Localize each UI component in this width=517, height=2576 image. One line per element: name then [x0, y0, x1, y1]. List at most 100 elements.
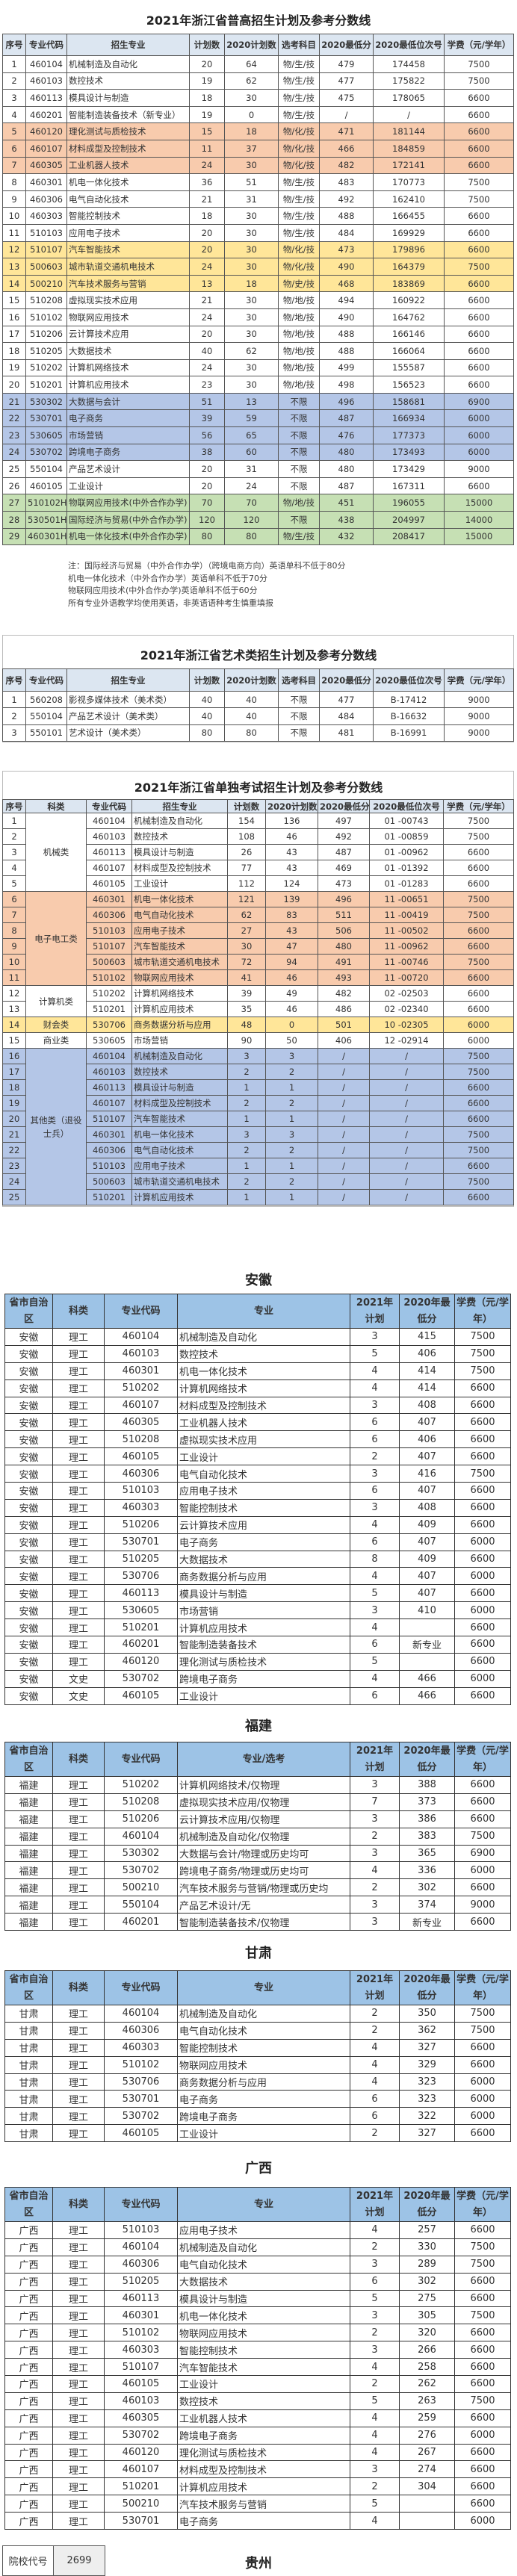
cell-fee: 6600 — [444, 105, 514, 124]
cell: 理工 — [52, 1601, 105, 1620]
cell: 6600 — [454, 1913, 511, 1931]
table-row: 14 500210 汽车技术服务与营销 13 18 物/史/技 468 183869 6600 — [2, 274, 514, 293]
cell: 汽车智能技术 — [177, 2358, 350, 2377]
province-title-guizhou: 贵州 — [245, 2556, 272, 2572]
cell: 理化测试与质检技术 — [177, 1652, 350, 1671]
cell: 510202 — [104, 1776, 178, 1794]
cell-plan: 23 — [189, 376, 225, 394]
cell: 510103 — [104, 2221, 178, 2239]
cell: 6 — [350, 1533, 400, 1551]
cell-min: 477 — [319, 72, 374, 90]
cell: 虚拟现实技术应用/仅物理 — [177, 1793, 350, 1811]
cell-code: 510102 — [86, 969, 132, 986]
cell-fee: 6600 — [444, 477, 514, 495]
cell: 6000 — [454, 2090, 511, 2108]
cell: 4 — [350, 1861, 400, 1880]
cell-name: 大数据与会计 — [66, 392, 190, 411]
cell-name: 理化测试与质检技术 — [66, 122, 190, 140]
cell-rank: 177373 — [373, 426, 445, 444]
cell-code: 460303 — [25, 207, 67, 225]
table-row: 27 510102H 物联网应用技术(中外合作办学) 70 70 物/地/技 451 1960… — [2, 494, 514, 512]
cell-subj: 物/化/技 — [278, 258, 320, 276]
cell: 计算机网络技术 — [177, 1379, 350, 1397]
cell: 460113 — [104, 1584, 178, 1603]
cell-min: 491 — [318, 954, 370, 970]
cell: 6 — [350, 1686, 400, 1705]
cell-fee: 6600 — [443, 844, 514, 860]
cell-rank: 11 -00962 — [369, 938, 444, 955]
cell-plan2020: 124 — [265, 875, 318, 892]
cell-subj: 物/生/技 — [278, 105, 320, 124]
cell: 大数据技术 — [177, 1550, 350, 1568]
cell: 6000 — [454, 2512, 511, 2530]
column-header: 学费（元/学年） — [454, 1970, 511, 2005]
cell: 323 — [399, 2073, 455, 2091]
cell-plan2020: 1 — [265, 1158, 318, 1174]
cell: 460105 — [104, 1447, 178, 1466]
cell: 理工 — [52, 1652, 105, 1671]
cell-fee: 15000 — [444, 494, 514, 512]
cell: 广西 — [4, 2426, 53, 2445]
cell-rank: B-16632 — [373, 707, 445, 725]
cell: 407 — [399, 1413, 455, 1432]
cell-rank: 170773 — [373, 173, 445, 191]
cell-fee: 7500 — [443, 891, 514, 907]
cell-min: / — [319, 105, 374, 124]
cell-rank: 208417 — [373, 527, 445, 546]
cell: 510205 — [104, 1550, 178, 1568]
cell-fee: 7500 — [443, 1126, 514, 1143]
cell-min: 480 — [318, 938, 370, 955]
cell: 460104 — [104, 1827, 178, 1846]
cell: 3 — [350, 1601, 400, 1620]
table-row: 28 530501H 国际经济与贸易(中外合作办学) 120 120 不限 438 20499… — [2, 511, 514, 529]
cell-subj: 物/生/技 — [278, 527, 320, 546]
cell: 跨境电子商务 — [177, 2107, 350, 2126]
cell: 6000 — [454, 2426, 511, 2445]
cell-plan: 77 — [227, 860, 266, 876]
column-header: 科类 — [52, 1742, 105, 1777]
table-row: 福建 理工 460104 机械制造及自动化/仅物理 2 383 7500 — [4, 1827, 511, 1846]
cell-subj: 不限 — [278, 477, 320, 495]
cell: 理工 — [52, 1344, 105, 1363]
cell-rank: 12 -02914 — [369, 1032, 444, 1049]
cell-name: 数控技术 — [131, 828, 228, 845]
cell: 理工 — [52, 2341, 105, 2359]
cell-name: 电气自动化技术 — [131, 907, 228, 923]
table-row: 3 460113 模具设计与制造 18 30 物/生/技 475 178065 6600 — [2, 89, 514, 107]
cell-plan: 121 — [227, 891, 266, 907]
cell-rank: 11 -00746 — [369, 954, 444, 970]
cell: 510206 — [104, 1810, 178, 1828]
column-header: 序号 — [2, 668, 26, 692]
table-row: 13 500603 城市轨道交通机电技术 24 30 物/化/技 490 164379 7500 — [2, 258, 514, 276]
cell: 460104 — [104, 2238, 178, 2256]
cell-min: 469 — [318, 860, 370, 876]
cell: 福建 — [4, 1896, 53, 1914]
cell: 智能控制技术 — [177, 1498, 350, 1517]
cell-name: 产品艺术设计（美术类） — [66, 707, 190, 725]
table-row: 29 460301H 机电一体化技术(中外合作办学) 80 80 物/生/技 432 2084… — [2, 527, 514, 546]
cell: 383 — [399, 1827, 455, 1846]
table-row: 24 530702 跨境电子商务 38 60 不限 480 173493 6000 — [2, 443, 514, 462]
cell-plan: 90 — [227, 1032, 266, 1049]
cell-fee: 9000 — [444, 707, 514, 725]
cell-no: 11 — [2, 969, 26, 986]
cell-code: 460104 — [86, 1048, 132, 1064]
cell: 理工 — [52, 1515, 105, 1534]
art-table: 序号 专业代码 招生专业 计划数 2020计划数 选考科目 2020最低分 2020最低位次号… — [2, 668, 514, 742]
cell: 电气自动化技术 — [177, 2021, 350, 2040]
cell: 理工 — [52, 2512, 105, 2530]
table-row: 17 510206 云计算技术应用 20 30 物/地/技 488 166146 6600 — [2, 325, 514, 344]
cell: 2 — [350, 2238, 400, 2256]
cell: 3 — [350, 1810, 400, 1828]
cell: 6 — [350, 2272, 400, 2291]
cell-name: 应用电子技术 — [131, 922, 228, 939]
cell: 2 — [350, 1447, 400, 1466]
cell-rank: 179896 — [373, 240, 445, 259]
cell-name: 机械制造及自动化 — [131, 1048, 228, 1064]
column-header: 科类 — [52, 1970, 105, 2005]
cell: 福建 — [4, 1844, 53, 1863]
table-row: 甘肃 理工 460306 电气自动化技术 2 362 7500 — [4, 2021, 511, 2040]
cell-min: 468 — [319, 274, 374, 293]
cell-plan: 20 — [189, 325, 225, 344]
cell-subj: 不限 — [278, 707, 320, 725]
